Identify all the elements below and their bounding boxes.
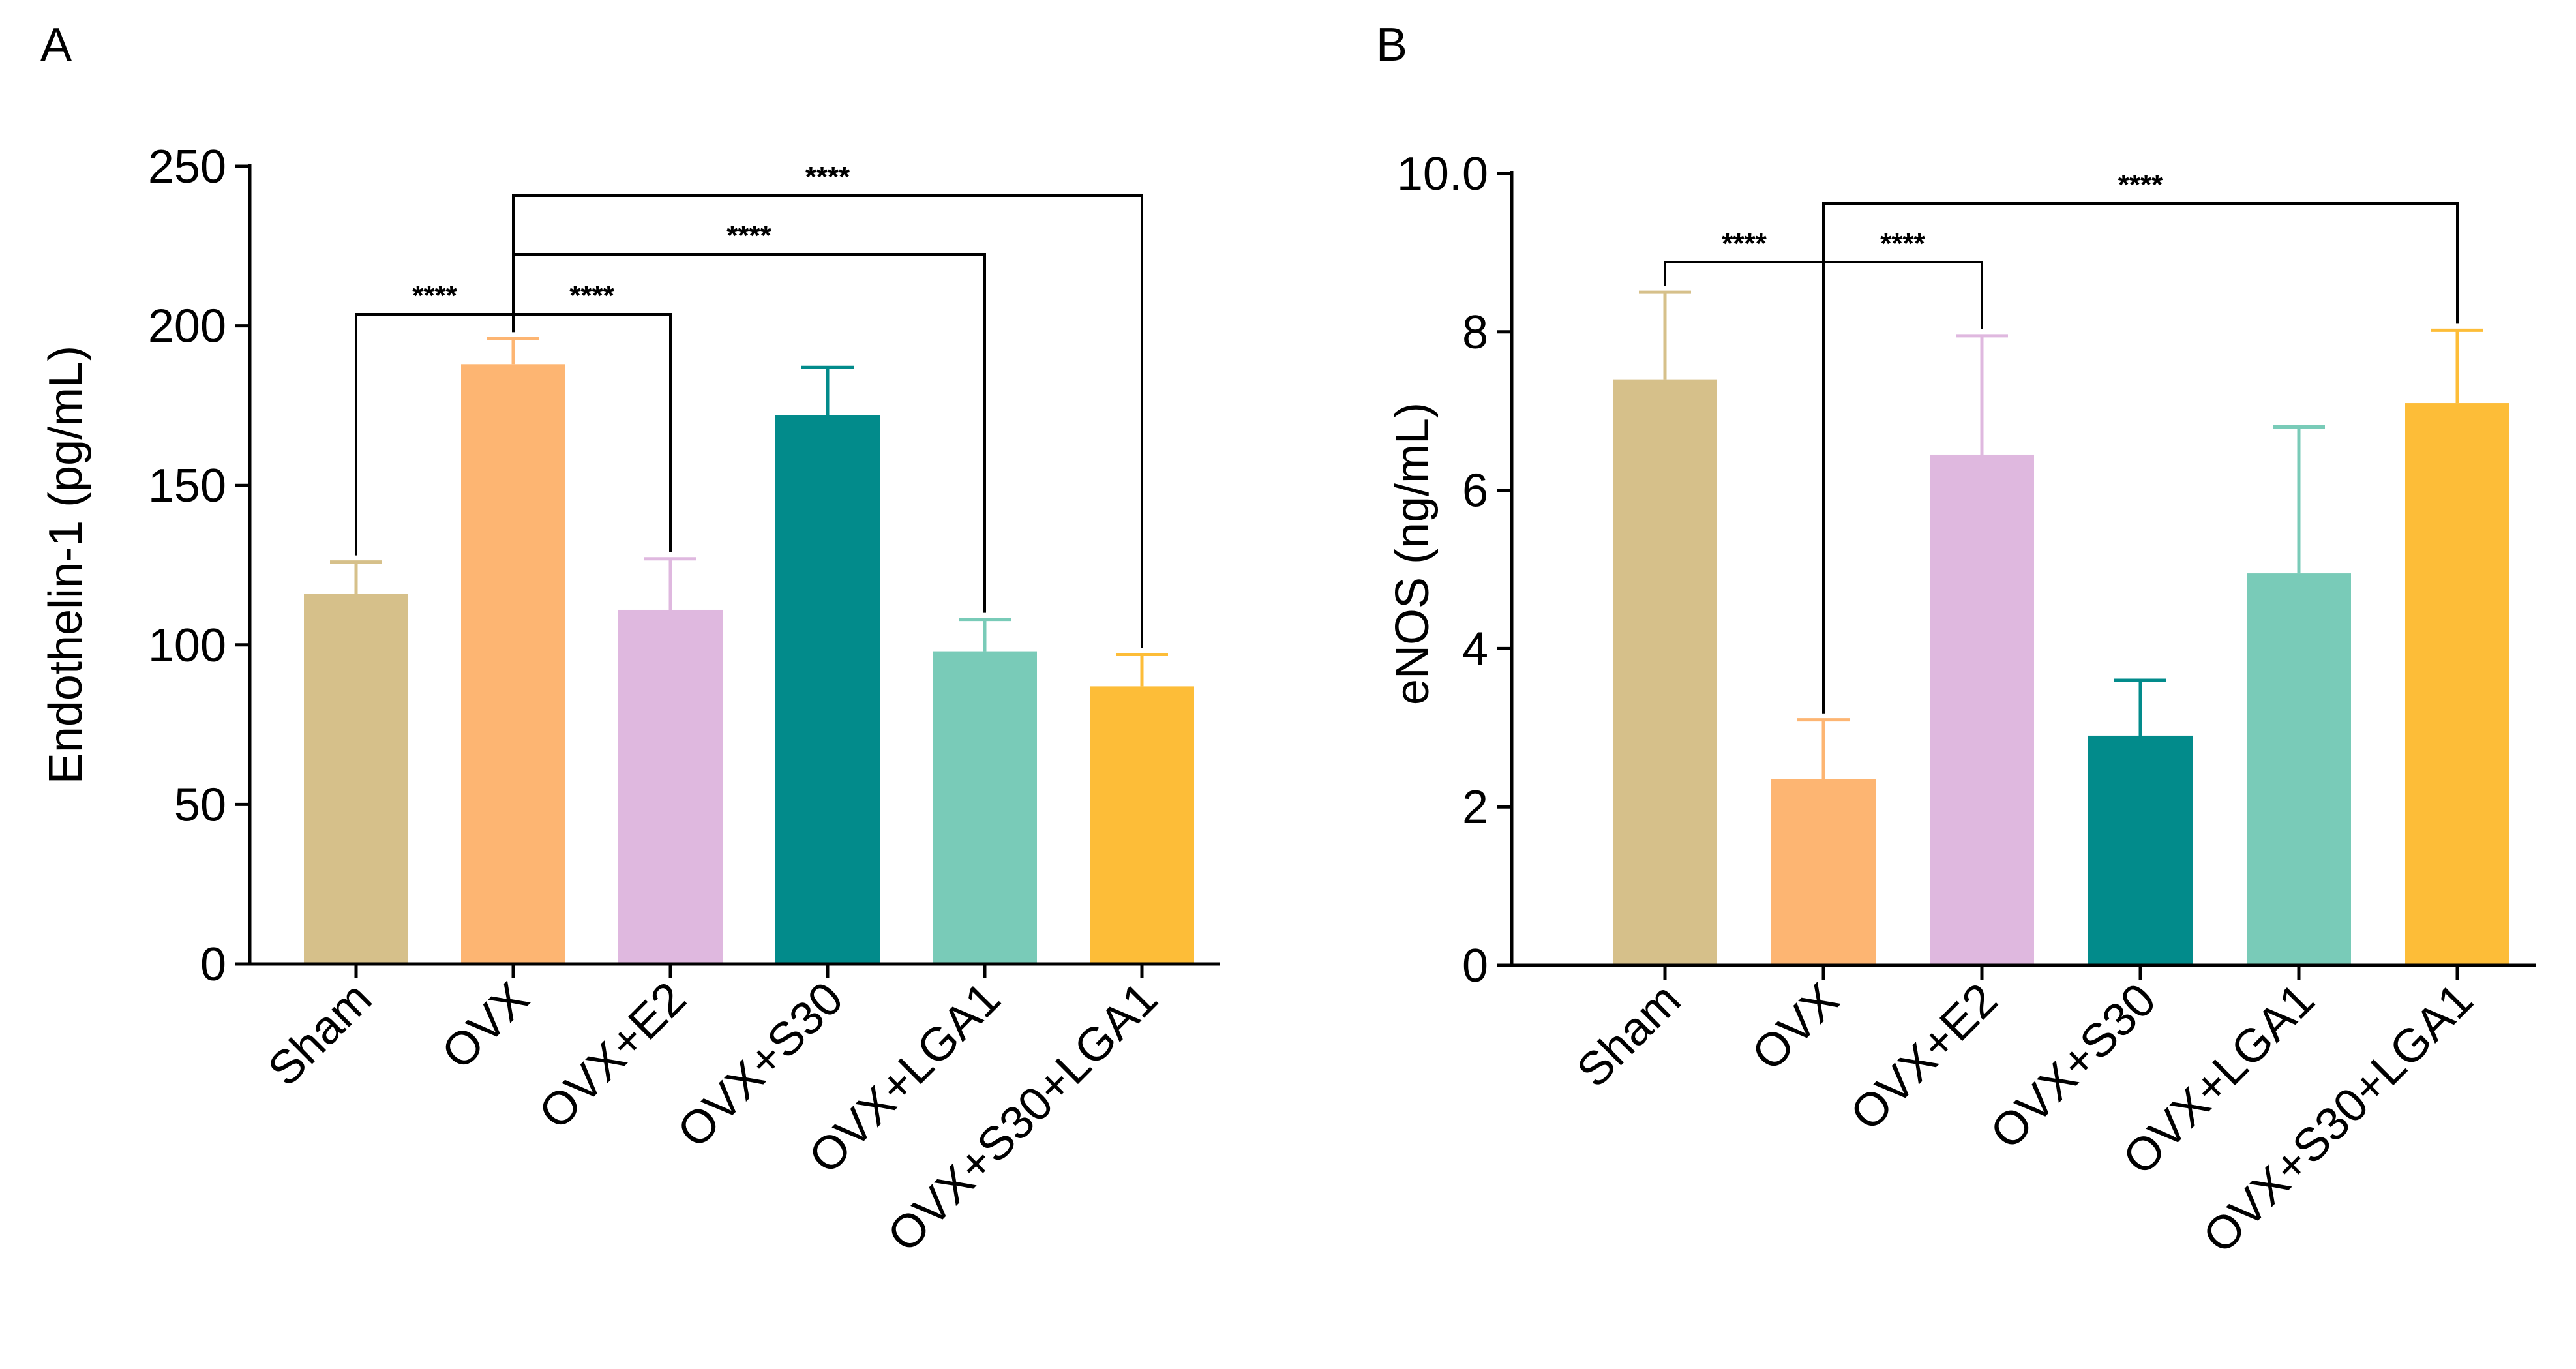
y-tick-label: 50 xyxy=(174,779,226,831)
error-bar xyxy=(1116,652,1168,687)
y-tick-label: 100 xyxy=(148,620,226,672)
category-label: OVX xyxy=(1742,974,1849,1081)
error-bar xyxy=(1797,718,1850,779)
significance-label: **** xyxy=(569,280,614,312)
bar-ovx-s30 xyxy=(775,415,880,964)
significance-label: **** xyxy=(2118,169,2163,201)
category-label: OVX+E2 xyxy=(529,972,696,1139)
y-tick-label: 4 xyxy=(1462,623,1488,675)
y-tick-label: 0 xyxy=(200,939,226,991)
error-bar xyxy=(644,557,696,610)
bar-sham xyxy=(1613,379,1717,965)
error-bar xyxy=(1956,334,2008,455)
significance-label: **** xyxy=(1722,228,1767,260)
significance-label: **** xyxy=(726,220,771,252)
bar-ovx-e2 xyxy=(618,609,723,964)
y-axis-title: eNOS (ng/mL) xyxy=(1386,402,1439,705)
y-tick-label: 150 xyxy=(148,460,226,512)
bar-ovx-s30-lga1 xyxy=(1090,686,1194,964)
panel-a-letter: A xyxy=(40,19,72,71)
y-tick-label: 2 xyxy=(1462,781,1488,834)
error-bar xyxy=(2114,678,2166,736)
y-tick-label: 0 xyxy=(1462,940,1488,992)
error-bar xyxy=(1639,290,1691,380)
error-bar xyxy=(487,337,539,365)
bar-ovx xyxy=(461,364,565,964)
category-label: OVX+S30+LGA1 xyxy=(2193,974,2483,1263)
y-tick-label: 8 xyxy=(1462,307,1488,359)
y-tick-label: 6 xyxy=(1462,465,1488,517)
error-bar xyxy=(2431,328,2483,404)
y-tick-label: 250 xyxy=(148,141,226,193)
bar-ovx-s30-lga1 xyxy=(2405,403,2509,965)
panel-b-letter: B xyxy=(1376,19,1407,71)
error-bar xyxy=(2273,425,2325,574)
y-axis-title: Endothelin-1 (pg/mL) xyxy=(40,346,92,784)
error-bar xyxy=(959,618,1011,652)
category-label: Sham xyxy=(258,972,382,1096)
significance-bracket xyxy=(1822,202,2459,714)
bar-ovx xyxy=(1771,779,1876,965)
bar-ovx-lga1 xyxy=(933,651,1037,964)
bar-sham xyxy=(304,594,408,964)
bar-ovx-lga1 xyxy=(2247,573,2351,965)
error-bar xyxy=(801,365,854,415)
significance-bracket xyxy=(512,194,1143,648)
significance-label: **** xyxy=(412,280,457,312)
y-tick-label: 200 xyxy=(148,301,226,353)
category-label: OVX xyxy=(432,972,539,1079)
y-tick-label: 10.0 xyxy=(1397,148,1488,200)
category-label: OVX+E2 xyxy=(1840,974,2007,1141)
significance-label: **** xyxy=(1880,228,1925,260)
category-label: Sham xyxy=(1567,974,1691,1098)
bar-ovx-s30 xyxy=(2088,735,2193,965)
significance-label: **** xyxy=(805,161,850,193)
bar-ovx-e2 xyxy=(1930,454,2034,965)
error-bar xyxy=(330,560,382,594)
category-label: OVX+S30+LGA1 xyxy=(878,972,1167,1262)
